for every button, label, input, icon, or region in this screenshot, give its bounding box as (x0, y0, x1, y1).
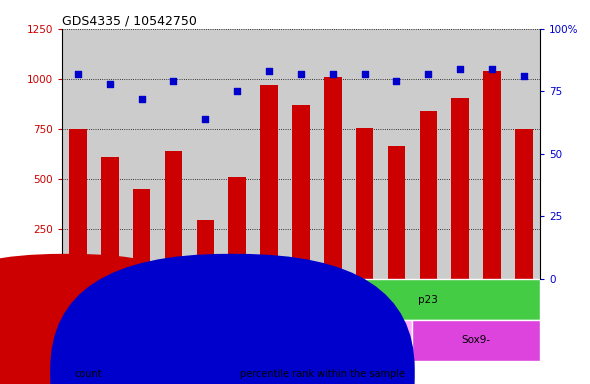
Point (296, 71, 306, 77)
Text: cell type: cell type (12, 336, 57, 346)
Bar (483, 71, 501, 279)
Bar (451, 98, 469, 279)
Bar (356, 128, 373, 279)
Bar (324, 77, 342, 279)
Point (424, 71, 433, 77)
Point (487, 66, 497, 72)
Point (201, 116, 210, 122)
Text: count: count (75, 369, 103, 379)
Point (169, 78, 178, 84)
Point (360, 71, 369, 77)
Text: Sox9+: Sox9+ (284, 336, 318, 346)
Bar (126, 279, 317, 320)
Bar (515, 129, 533, 279)
Bar (388, 146, 405, 279)
Point (264, 68, 274, 74)
Point (392, 78, 401, 84)
Bar (101, 157, 119, 279)
Text: Sox9+: Sox9+ (77, 336, 111, 346)
Point (455, 66, 465, 72)
Bar (189, 320, 412, 361)
Bar (126, 320, 189, 361)
Point (105, 81, 114, 87)
Point (519, 73, 529, 79)
Bar (165, 151, 182, 279)
Bar (62, 279, 126, 320)
Text: e10.5: e10.5 (79, 295, 109, 305)
Text: p23: p23 (418, 295, 438, 305)
Bar (412, 320, 540, 361)
Text: e15.5: e15.5 (206, 295, 236, 305)
Bar (292, 105, 310, 279)
Bar (69, 129, 87, 279)
Bar (419, 111, 437, 279)
Text: age: age (38, 295, 57, 305)
Bar (260, 85, 278, 279)
Text: Sox9-: Sox9- (461, 336, 491, 346)
Bar (228, 177, 246, 279)
Point (232, 88, 242, 94)
Point (137, 96, 146, 102)
Bar (133, 189, 150, 279)
Bar (196, 220, 214, 279)
Point (328, 71, 337, 77)
Text: percentile rank within the sample: percentile rank within the sample (240, 369, 405, 379)
Bar (62, 320, 126, 361)
Text: Ngn3+: Ngn3+ (139, 336, 176, 346)
Bar (317, 279, 540, 320)
Point (73, 71, 83, 77)
Text: GDS4335 / 10542750: GDS4335 / 10542750 (62, 15, 197, 28)
